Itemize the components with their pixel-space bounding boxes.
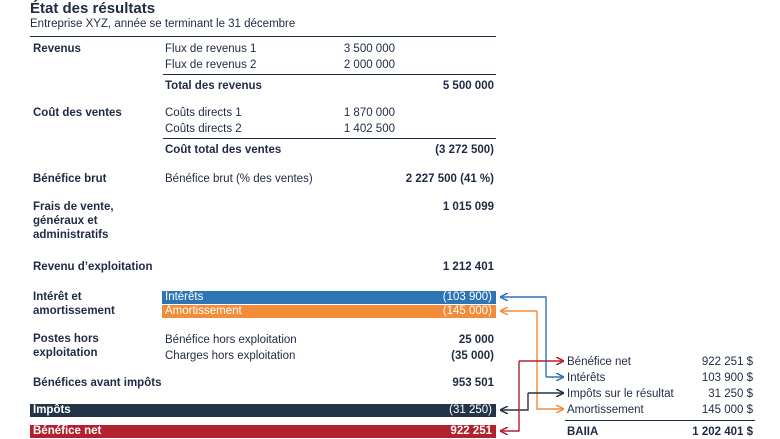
baiia-item-3-label: Impôts sur le résultat bbox=[567, 388, 674, 400]
hors-item-1-label: Bénéfice hors exploitation bbox=[165, 334, 297, 346]
section-revenus-label: Revenus bbox=[33, 43, 81, 55]
revenus-divider bbox=[163, 74, 496, 75]
section-hors-label-line-1: Postes hors bbox=[33, 333, 99, 345]
baiia-item-3-value: 31 250 $ bbox=[708, 388, 753, 400]
benefice-net-bar-value: 922 251 bbox=[450, 425, 492, 437]
cout-item-1-label: Coûts directs 1 bbox=[165, 107, 242, 119]
baiia-total-label: BAIIA bbox=[567, 426, 599, 438]
cout-item-2-label: Coûts directs 2 bbox=[165, 123, 242, 135]
page-title: État des résultats bbox=[30, 0, 156, 17]
impots-bar-value: (31 250) bbox=[449, 404, 492, 416]
section-benefice-brut-label: Bénéfice brut bbox=[33, 173, 107, 185]
hors-item-1-value: 25 000 bbox=[458, 334, 494, 346]
arrow-amortissement-to-baiia bbox=[536, 311, 563, 409]
hors-item-2-label: Charges hors exploitation bbox=[165, 350, 296, 362]
cout-total-label: Coût total des ventes bbox=[165, 144, 282, 156]
amortissement-bar-value: (145 000) bbox=[442, 305, 492, 317]
page-subtitle: Entreprise XYZ, année se terminant le 31… bbox=[30, 18, 296, 30]
section-avant-impots-label: Bénéfices avant impôts bbox=[33, 377, 162, 389]
section-interet-label-line-1: Intérêt et bbox=[33, 291, 82, 303]
baiia-item-4-label: Amortissement bbox=[567, 404, 644, 416]
header-divider bbox=[30, 36, 496, 37]
revenus-item-1-value: 3 500 000 bbox=[343, 43, 395, 55]
revenus-total-label: Total des revenus bbox=[165, 80, 262, 92]
baiia-item-1-value: 922 251 $ bbox=[701, 356, 753, 368]
amortissement-bar-label: Amortissement bbox=[165, 305, 242, 317]
section-frais-label-line-3: administratifs bbox=[33, 229, 109, 241]
benefice-brut-value: 2 227 500 (41 %) bbox=[405, 173, 494, 185]
revenus-item-2-label: Flux de revenus 2 bbox=[165, 59, 257, 71]
baiia-item-2-label: Intérêts bbox=[567, 372, 606, 384]
cout-item-1-value: 1 870 000 bbox=[343, 107, 395, 119]
benefice-brut-item-label: Bénéfice brut (% des ventes) bbox=[165, 173, 313, 185]
section-hors-label-line-2: exploitation bbox=[33, 347, 98, 359]
revenus-item-2-value: 2 000 000 bbox=[343, 59, 395, 71]
benefice-net-bar-label: Bénéfice net bbox=[33, 425, 102, 437]
section-revenu-exploitation-label: Revenu d’exploitation bbox=[33, 261, 153, 273]
section-interet-label-line-2: amortissement bbox=[33, 305, 115, 317]
interets-bar: Intérêts (103 900) bbox=[162, 291, 496, 304]
interets-bar-value: (103 900) bbox=[442, 291, 492, 303]
amortissement-bar: Amortissement (145 000) bbox=[162, 305, 496, 318]
benefice-net-bar: Bénéfice net 922 251 bbox=[30, 425, 496, 438]
section-cout-label: Coût des ventes bbox=[33, 107, 122, 119]
arrow-interets bbox=[501, 297, 547, 377]
baiia-divider bbox=[565, 420, 755, 421]
revenus-item-1-label: Flux de revenus 1 bbox=[165, 43, 257, 55]
baiia-item-1-label: Bénéfice net bbox=[567, 356, 631, 368]
arrow-benefice-net bbox=[501, 361, 520, 431]
baiia-item-4-value: 145 000 $ bbox=[701, 404, 753, 416]
hors-item-2-value: (35 000) bbox=[451, 350, 494, 362]
revenu-exploitation-value: 1 212 401 bbox=[442, 261, 494, 273]
section-frais-label-line-1: Frais de vente, bbox=[33, 201, 114, 213]
impots-bar-label: Impôts bbox=[33, 404, 71, 416]
cout-total-value: (3 272 500) bbox=[435, 144, 494, 156]
cout-divider bbox=[163, 138, 496, 139]
cout-item-2-value: 1 402 500 bbox=[343, 123, 395, 135]
arrow-impots bbox=[501, 393, 529, 410]
avant-impots-value: 953 501 bbox=[452, 377, 494, 389]
revenus-total-value: 5 500 000 bbox=[442, 80, 494, 92]
baiia-total-value: 1 202 401 $ bbox=[692, 426, 753, 438]
impots-bar: Impôts (31 250) bbox=[30, 404, 496, 417]
frais-value: 1 015 099 bbox=[442, 201, 494, 213]
interets-bar-label: Intérêts bbox=[165, 291, 204, 303]
section-frais-label-line-2: généraux et bbox=[33, 215, 98, 227]
baiia-item-2-value: 103 900 $ bbox=[701, 372, 753, 384]
